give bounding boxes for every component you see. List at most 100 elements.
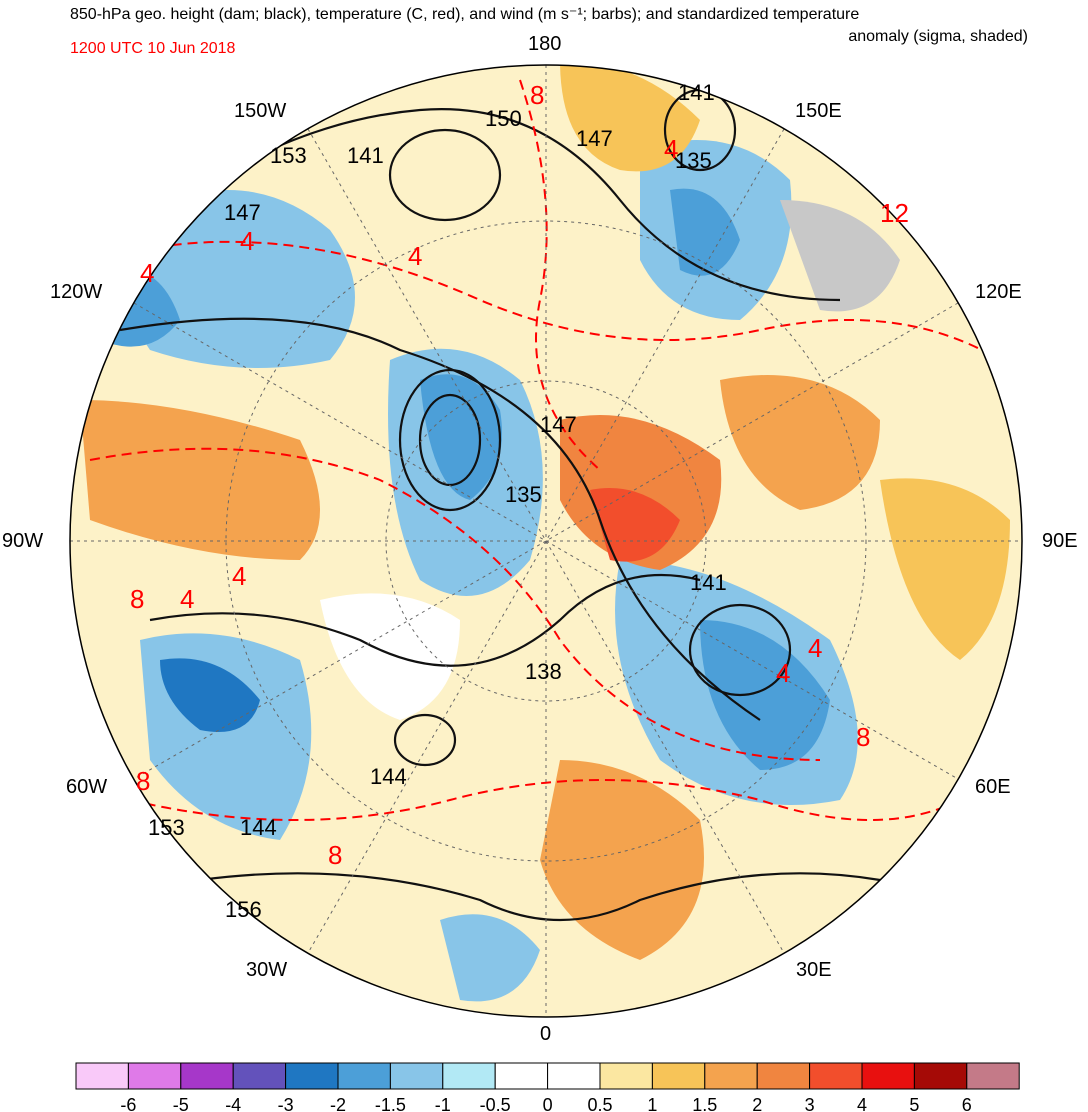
lon-label-150w: 150W: [234, 100, 286, 122]
temperature-contour-2: [139, 240, 1001, 361]
temperature-contour-4: [519, 79, 601, 471]
colorbar-tick-label: 1: [647, 1095, 657, 1112]
lon-label-90e: 90E: [1042, 530, 1078, 552]
colorbar-swatch: [442, 1062, 496, 1090]
anomaly-warm-asia: [720, 375, 880, 510]
colorbar-tick-label: 1.5: [692, 1095, 717, 1112]
colorbar-swatch: [913, 1062, 968, 1090]
lon-label-0: 0: [540, 1023, 551, 1045]
colorbar-tick-label: -3: [278, 1095, 294, 1112]
colorbar-tick-label: 0: [543, 1095, 553, 1112]
height-label: 147: [576, 126, 613, 151]
colorbar-swatch: [756, 1062, 811, 1090]
colorbar-swatch: [232, 1062, 287, 1090]
anomaly-cold-sw-core: [160, 658, 260, 732]
anomaly-cold-east-core: [700, 620, 830, 770]
height-label: 147: [224, 200, 261, 225]
height-contour-low-pole: [398, 368, 502, 512]
latitude-circle-inner: [385, 380, 707, 702]
colorbar-tick-label: -5: [173, 1095, 189, 1112]
lon-label-90w: 90W: [2, 530, 43, 552]
lon-label-120w: 120W: [50, 281, 102, 303]
temperature-label: 8: [530, 80, 544, 110]
temperature-contour-1: [89, 447, 821, 761]
height-contour-low-east: [688, 603, 792, 697]
height-contour-line-1: [119, 317, 761, 721]
colorbar-swatch: [389, 1062, 444, 1090]
colorbar-swatch: [494, 1062, 549, 1090]
height-label: 144: [370, 764, 407, 789]
colorbar: -6 -5 -4 -3 -2 -1.5 -1 -0.5 0 0.5 1 1.5 2 3 4 5 6: [75, 1062, 1020, 1112]
height-label: 153: [270, 143, 307, 168]
height-label: 135: [675, 148, 712, 173]
colorbar-tick-label: 6: [962, 1095, 972, 1112]
lon-label-60w: 60W: [66, 776, 107, 798]
colorbar-tick-label: 5: [909, 1095, 919, 1112]
colorbar-swatch: [285, 1062, 339, 1090]
lon-label-30w: 30W: [246, 959, 287, 981]
colorbar-swatch: [599, 1062, 653, 1090]
colorbar-tick-label: -6: [120, 1095, 136, 1112]
height-contour-line-4: [179, 108, 841, 302]
colorbar-tick-label: -4: [225, 1095, 241, 1112]
temperature-contours: [89, 79, 1001, 821]
meridian-120e-60w: [133, 302, 959, 780]
latitude-circle-outer: [225, 220, 867, 862]
colorbar-tick-label: -1.5: [375, 1095, 406, 1112]
temperature-label: 4: [140, 258, 154, 288]
height-contours: [119, 88, 881, 922]
title-line-1: 850-hPa geo. height (dam; black), temper…: [70, 6, 860, 23]
height-contour-low-south: [393, 713, 457, 767]
lon-label-150e: 150E: [795, 100, 842, 122]
colorbar-swatch: [180, 1062, 234, 1090]
colorbar-swatch: [861, 1062, 915, 1090]
colorbar-swatch: [547, 1062, 601, 1090]
colorbar-swatch: [127, 1062, 182, 1090]
colorbar-swatch: [75, 1062, 129, 1090]
colorbar-swatch: [966, 1062, 1020, 1090]
anomaly-cold-south: [440, 914, 540, 1002]
height-label: 147: [540, 412, 577, 437]
anomaly-shading: [80, 65, 1010, 1002]
height-contour-low-bering: [388, 128, 502, 222]
lon-label-180: 180: [528, 33, 561, 55]
anomaly-warm-far-east: [880, 478, 1010, 660]
colorbar-tick-label: -0.5: [480, 1095, 511, 1112]
height-label: 156: [225, 897, 262, 922]
temperature-label: 4: [232, 561, 246, 591]
temperature-label: 4: [180, 584, 194, 614]
anomaly-cold-pole-core: [420, 374, 502, 500]
longitude-labels: 180 150W 150E 120W 120E 90W 90E 60W 60E …: [2, 33, 1078, 1045]
temperature-contour-3: [129, 779, 961, 821]
map-boundary: [69, 64, 1023, 1018]
temperature-label: 4: [408, 241, 422, 271]
lon-label-30e: 30E: [796, 959, 832, 981]
colorbar-tick-label: 2: [752, 1095, 762, 1112]
map-disk: [70, 65, 1022, 1017]
height-label: 135: [505, 482, 542, 507]
height-label: 141: [690, 570, 727, 595]
height-label: 150: [485, 106, 522, 131]
temperature-label: 4: [664, 134, 678, 164]
temperature-label: 8: [856, 722, 870, 752]
temperature-label: 4: [776, 658, 790, 688]
colorbar-swatch: [704, 1062, 758, 1090]
anomaly-warm-siberia-core: [590, 488, 680, 562]
anomaly-warm-bering: [560, 65, 700, 172]
colorbar-swatch: [337, 1062, 391, 1090]
height-label: 141: [678, 80, 715, 105]
temperature-labels: 8 4 12 4 4 4 4 8 4 4 8 8 8 4: [130, 80, 909, 870]
meridian-150w-30e: [307, 128, 785, 954]
height-labels: 150 147 141 135 153 141 147 147 135 141 …: [148, 80, 727, 922]
graticule: [70, 65, 1022, 1017]
colorbar-swatch: [809, 1062, 863, 1090]
height-contour-line-3: [199, 872, 881, 922]
lon-label-60e: 60E: [975, 776, 1011, 798]
anomaly-cold-nw: [129, 190, 355, 368]
height-label: 138: [525, 659, 562, 684]
colorbar-tick-label: -1: [435, 1095, 451, 1112]
temperature-label: 8: [136, 766, 150, 796]
meridian-150e-30w: [307, 128, 785, 954]
colorbar-tick-label: -2: [330, 1095, 346, 1112]
